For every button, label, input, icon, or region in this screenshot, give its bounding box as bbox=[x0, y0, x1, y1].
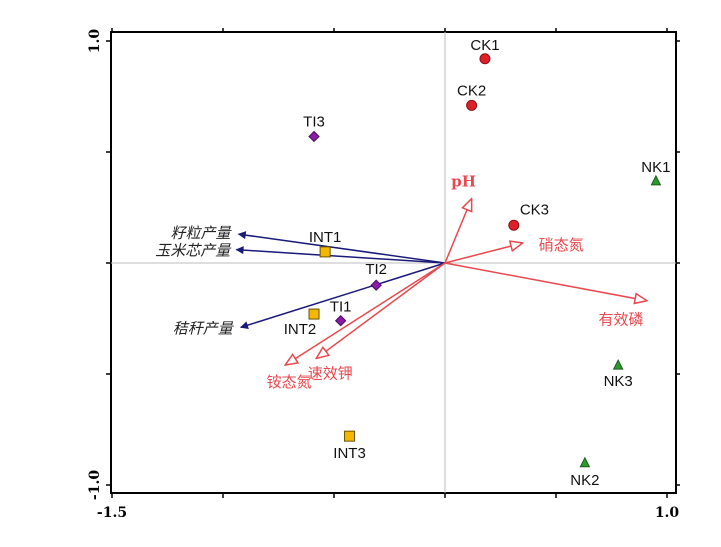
point-ck1 bbox=[479, 53, 491, 65]
response-arrow-label-2: 秸秆产量 bbox=[173, 319, 235, 337]
response-arrow-1 bbox=[235, 246, 446, 264]
env-arrow-3 bbox=[285, 262, 446, 365]
point-int2 bbox=[308, 308, 320, 320]
point-ti3-label: TI3 bbox=[303, 113, 325, 130]
point-nk1 bbox=[650, 174, 662, 186]
point-ti3 bbox=[308, 130, 320, 143]
point-ti2-label: TI2 bbox=[365, 261, 387, 278]
env-arrow-0 bbox=[444, 199, 472, 264]
point-ti1 bbox=[334, 315, 347, 327]
axis-tick-labels: -1.5 1.0 1.0 -1.0 bbox=[87, 29, 679, 521]
point-ck3 bbox=[508, 219, 520, 231]
env-arrow-label-2: 有效磷 bbox=[599, 311, 644, 329]
point-ck3-label: CK3 bbox=[520, 201, 549, 218]
env-arrow-4 bbox=[316, 262, 446, 358]
point-nk1-label: NK1 bbox=[641, 159, 670, 176]
point-int1 bbox=[319, 246, 331, 258]
env-arrow-label-4: 速效钾 bbox=[308, 364, 353, 382]
env-arrow-2 bbox=[444, 262, 647, 301]
point-nk3 bbox=[612, 359, 624, 370]
y-tick-label: 1.0 bbox=[87, 29, 103, 54]
point-nk2 bbox=[579, 456, 591, 468]
response-arrow-2 bbox=[239, 262, 446, 330]
response-arrow-label-1: 玉米芯产量 bbox=[155, 242, 232, 260]
y-tick-label: -1.0 bbox=[87, 470, 103, 500]
point-ti1-label: TI1 bbox=[330, 299, 352, 316]
point-int3 bbox=[344, 430, 356, 442]
point-int3-label: INT3 bbox=[333, 445, 366, 462]
point-int1-label: INT1 bbox=[309, 229, 342, 246]
env-arrow-label-3: 铵态氮 bbox=[267, 373, 312, 391]
zero-lines bbox=[111, 32, 676, 493]
x-tick-label: 1.0 bbox=[655, 505, 680, 521]
env-arrow-label-0: pH bbox=[451, 173, 476, 191]
sample-points: CK1 CK2 CK3 NK1 NK2 NK3 TI1 TI2 TI3 INT1 INT2 INT3 bbox=[284, 37, 671, 489]
point-nk2-label: NK2 bbox=[570, 472, 599, 489]
point-ck2-label: CK2 bbox=[457, 82, 486, 99]
env-arrow-label-1: 硝态氮 bbox=[539, 236, 584, 254]
point-ck2 bbox=[466, 99, 478, 111]
env-arrow-1 bbox=[444, 243, 523, 264]
response-arrow-0 bbox=[237, 231, 446, 264]
point-ti2 bbox=[370, 279, 382, 291]
point-ck1-label: CK1 bbox=[470, 37, 499, 54]
point-int2-label: INT2 bbox=[284, 321, 317, 338]
point-nk3-label: NK3 bbox=[604, 373, 633, 390]
response-arrow-label-0: 籽粒产量 bbox=[171, 224, 233, 242]
x-tick-label: -1.5 bbox=[97, 505, 127, 521]
axis-ticks bbox=[106, 28, 680, 498]
